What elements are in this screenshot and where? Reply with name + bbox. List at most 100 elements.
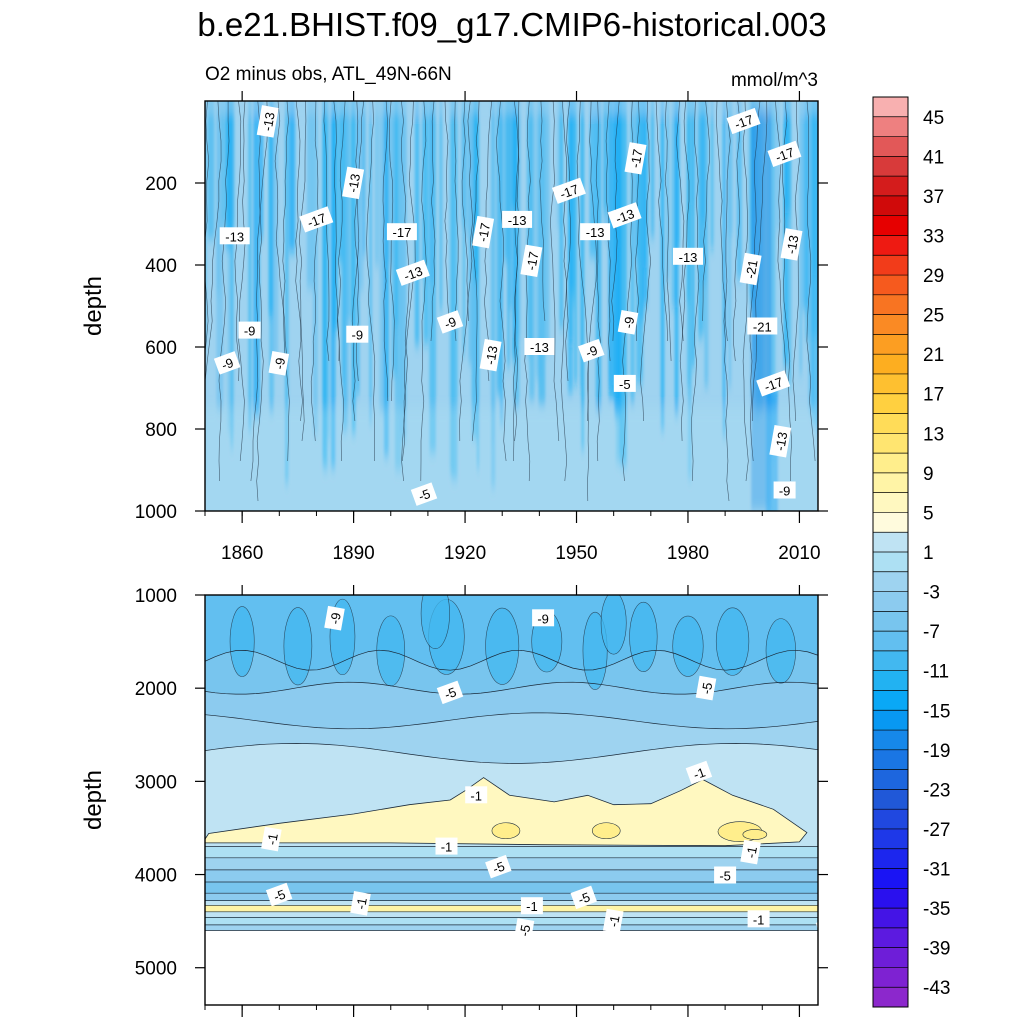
upper-streak bbox=[216, 101, 224, 410]
colorbar-swatch bbox=[873, 255, 908, 276]
lower-blob bbox=[485, 607, 520, 685]
lower-frame bbox=[204, 594, 819, 1006]
lower-blob bbox=[600, 595, 627, 655]
upper-contour-line bbox=[539, 101, 546, 322]
upper-streak bbox=[726, 101, 729, 343]
colorbar: 45 41 37 33 29 25 21 17 13 9 5 1 -3 -7 -11 -15 -19 -23 -27… bbox=[872, 96, 950, 1008]
upper-streak bbox=[710, 101, 714, 249]
contour-label-box bbox=[685, 760, 713, 785]
contour-label-box bbox=[350, 891, 371, 916]
upper-streak bbox=[698, 101, 705, 335]
contour-label-box bbox=[479, 338, 502, 372]
y-tick-label: 400 bbox=[145, 256, 177, 277]
contour-label-text: -9 bbox=[219, 355, 235, 373]
contour-label: -1 bbox=[520, 897, 543, 915]
contour-label-box bbox=[436, 680, 464, 705]
upper-streak bbox=[351, 101, 356, 435]
upper-contour-line bbox=[664, 101, 672, 362]
colorbar-swatch bbox=[873, 413, 908, 434]
upper-frame bbox=[204, 100, 819, 512]
contour-label-text: -13 bbox=[508, 213, 527, 228]
upper-contour-line bbox=[274, 101, 288, 362]
upper-contour-lines bbox=[205, 101, 816, 502]
upper-contour-line bbox=[586, 101, 598, 422]
contour-label-text: -5 bbox=[719, 869, 731, 884]
colorbar-label: 13 bbox=[923, 424, 944, 445]
upper-contour-line bbox=[459, 101, 469, 442]
upper-streak bbox=[268, 101, 274, 316]
upper-streak bbox=[429, 101, 435, 283]
contour-label-text: -5 bbox=[576, 889, 592, 907]
upper-streak bbox=[589, 101, 597, 258]
upper-streak bbox=[769, 101, 776, 456]
contour-label-box bbox=[580, 223, 611, 241]
upper-contour-line bbox=[453, 101, 459, 342]
contour-label-box bbox=[617, 310, 639, 335]
contour-label-text: -17 bbox=[305, 210, 328, 231]
colorbar-swatch bbox=[873, 571, 908, 592]
upper-contour-line bbox=[205, 101, 222, 385]
contour-label-box bbox=[324, 605, 345, 631]
upper-streak bbox=[343, 101, 346, 433]
upper-streak bbox=[439, 101, 443, 310]
colorbar-swatch bbox=[873, 710, 908, 731]
y-tick-label: 200 bbox=[145, 174, 177, 195]
y-tick-label: 4000 bbox=[135, 866, 177, 887]
lower-blob bbox=[283, 607, 313, 686]
contour-label-text: -13 bbox=[772, 431, 790, 452]
contour-label-text: -1 bbox=[264, 832, 281, 846]
contour-label-text: -1 bbox=[353, 896, 370, 910]
contour-label: -13 bbox=[524, 338, 555, 355]
upper-streak bbox=[686, 101, 691, 302]
upper-contour-line bbox=[366, 101, 376, 462]
upper-streak bbox=[205, 101, 818, 111]
colorbar-swatch bbox=[873, 532, 908, 553]
upper-streak bbox=[253, 101, 260, 418]
colorbar-label: 41 bbox=[923, 147, 944, 168]
colorbar-swatch bbox=[873, 136, 908, 157]
contour-label-text: -17 bbox=[732, 112, 755, 133]
contour-label: -21 bbox=[747, 317, 778, 335]
contour-label-box bbox=[714, 866, 737, 884]
upper-streak bbox=[379, 101, 386, 413]
lower-ylabel: depth bbox=[80, 770, 107, 830]
contour-label-box bbox=[726, 107, 761, 135]
upper-streak bbox=[538, 101, 542, 339]
colorbar-label: -31 bbox=[923, 860, 950, 881]
colorbar-swatch bbox=[873, 275, 908, 296]
colorbar-swatch bbox=[873, 373, 908, 395]
upper-streak bbox=[225, 101, 233, 249]
lower-contour-labels: -9 -9 -5 -5 -1 -1 -1 -1 -5 -1 -5 -5 -1 -1 -5 -1 -1 -5 -5 bbox=[261, 605, 818, 943]
colorbar-label: 25 bbox=[923, 306, 944, 327]
contour-label: -5 bbox=[714, 866, 737, 884]
upper-contour-line bbox=[336, 101, 346, 462]
positive-core bbox=[742, 829, 768, 840]
contour-label-box bbox=[607, 202, 642, 229]
contour-label: -9 bbox=[436, 310, 464, 334]
contour-label: -9 bbox=[773, 481, 796, 499]
contour-label-box bbox=[213, 351, 241, 375]
colorbar-swatch bbox=[873, 809, 908, 830]
x-tick-label: 1950 bbox=[555, 543, 597, 564]
contour-label: -1 bbox=[685, 760, 713, 785]
lower-band bbox=[205, 917, 818, 925]
contour-label: -1 bbox=[602, 908, 624, 934]
upper-field: -13-13-17-13-17-13-17-13-17-17-13-13-17-… bbox=[205, 101, 818, 511]
upper-contour-line bbox=[576, 101, 590, 502]
upper-streak bbox=[603, 101, 608, 213]
colorbar-swatch bbox=[873, 690, 908, 711]
colorbar-swatch bbox=[873, 908, 908, 929]
colorbar-swatch bbox=[873, 97, 908, 118]
upper-streak bbox=[776, 101, 780, 231]
upper-streak bbox=[568, 101, 574, 344]
colorbar-label: 45 bbox=[923, 108, 944, 129]
upper-streak bbox=[572, 101, 575, 307]
colorbar-swatch bbox=[873, 314, 908, 335]
lower-blob bbox=[170, 606, 202, 677]
colorbar-label: 1 bbox=[923, 543, 934, 564]
colorbar-swatch bbox=[873, 789, 908, 810]
colorbar-label: -7 bbox=[923, 622, 940, 643]
contour-label-text: -17 bbox=[627, 148, 645, 169]
upper-contour-line bbox=[310, 101, 319, 442]
colorbar-swatch bbox=[873, 334, 908, 355]
